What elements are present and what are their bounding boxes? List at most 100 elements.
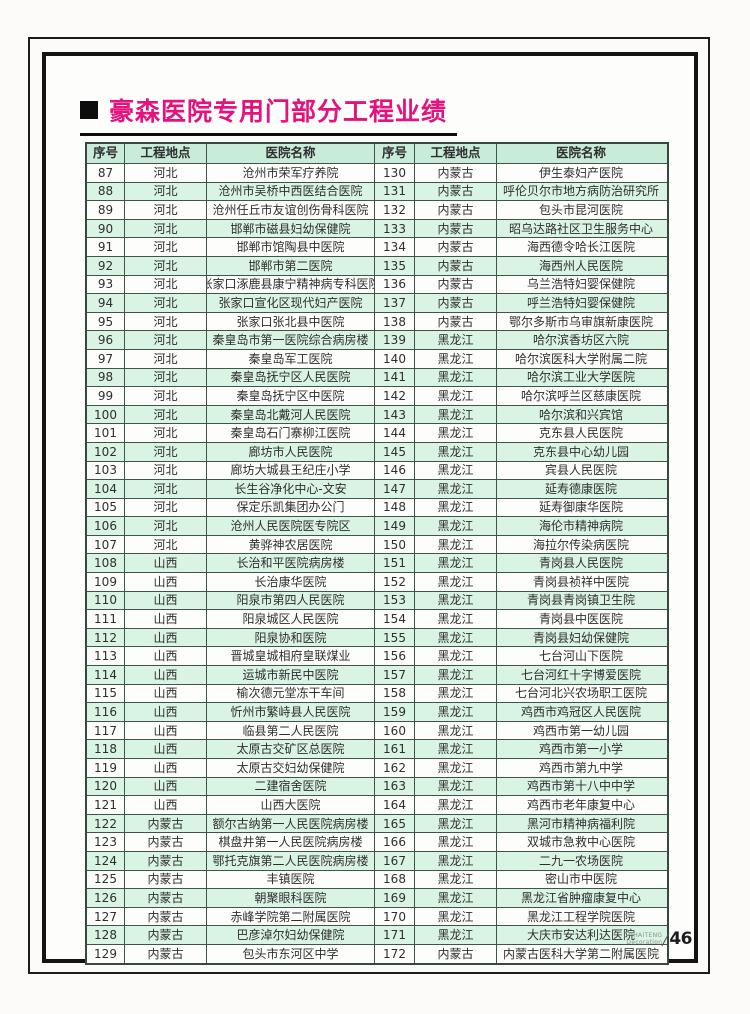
cell-location: 黑龙江 <box>415 777 497 796</box>
cell-location: 内蒙古 <box>415 294 497 312</box>
cell-location: 黑龙江 <box>415 480 497 498</box>
table-row: 93 河北 张家口涿鹿县康宁精神病专科医院 136 内蒙古 乌兰浩特妇婴保健院 <box>87 275 667 295</box>
cell-location: 河北 <box>125 480 207 498</box>
cell-index: 128 <box>87 926 125 944</box>
cell-index: 129 <box>87 944 125 963</box>
cell-location: 山西 <box>125 554 207 573</box>
cell-index: 145 <box>375 442 415 461</box>
cell-index: 110 <box>87 591 125 610</box>
table-row: 128 内蒙古 巴彦淖尔妇幼保健院 171 黑龙江 大庆市安达利达医院 <box>87 926 667 945</box>
cell-hospital-name: 秦皇岛石门寨柳江医院 <box>207 424 375 442</box>
cell-index: 120 <box>87 777 125 796</box>
header-index: 序号 <box>375 144 415 163</box>
cell-location: 内蒙古 <box>415 182 497 201</box>
cell-hospital-name: 晋城皇城相府皇联煤业 <box>207 647 375 666</box>
cell-index: 172 <box>375 944 415 963</box>
cell-index: 131 <box>375 182 415 201</box>
cell-hospital-name: 秦皇岛军工医院 <box>207 349 375 368</box>
cell-index: 121 <box>87 796 125 814</box>
cell-location: 黑龙江 <box>415 349 497 368</box>
table-row: 98 河北 秦皇岛抚宁区人民医院 141 黑龙江 哈尔滨工业大学医院 <box>87 368 667 388</box>
cell-hospital-name: 廊坊市人民医院 <box>207 442 375 461</box>
cell-hospital-name: 沧州市吴桥中西医结合医院 <box>207 182 375 201</box>
cell-location: 山西 <box>125 703 207 721</box>
cell-index: 105 <box>87 498 125 517</box>
cell-hospital-name: 青岗县妇幼保健院 <box>532 630 629 645</box>
cell-hospital-name: 哈尔滨呼兰区慈康医院 <box>520 388 641 403</box>
cell-location: 黑龙江 <box>415 424 497 442</box>
cell-hospital-name: 黑河市精神病福利院 <box>526 816 635 831</box>
cell-location: 黑龙江 <box>415 647 497 666</box>
brand-name: HAITENG Decoration <box>626 932 662 947</box>
cell-index: 156 <box>375 647 415 666</box>
cell-hospital-name: 宾县人民医院 <box>544 463 617 478</box>
cell-location: 河北 <box>125 517 207 535</box>
cell-index: 154 <box>375 610 415 628</box>
cell-index: 109 <box>87 573 125 591</box>
cell-index: 160 <box>375 721 415 740</box>
cell-hospital-name: 秦皇岛市第一医院综合病房楼 <box>207 331 375 349</box>
cell-hospital-name: 阳泉市第四人民医院 <box>207 591 375 610</box>
cell-hospital-name: 长治康华医院 <box>207 573 375 591</box>
cell-index: 168 <box>375 870 415 889</box>
cell-location: 内蒙古 <box>415 164 497 182</box>
table-row: 90 河北 邯郸市磁县妇幼保健院 133 内蒙古 昭乌达路社区卫生服务中心 <box>87 219 667 239</box>
cell-hospital-name: 青岗县青岗镇卫生院 <box>526 593 635 608</box>
cell-hospital-name: 海伦市精神病院 <box>538 519 623 534</box>
projects-table: 序号 工程地点 医院名称 序号 工程地点 医院名称 87 河北 沧州市荣军疗养院 13… <box>85 142 669 965</box>
cell-hospital-name: 七台河山下医院 <box>538 649 623 664</box>
cell-index: 98 <box>87 368 125 387</box>
cell-location: 河北 <box>125 182 207 201</box>
cell-index: 126 <box>87 889 125 907</box>
cell-hospital-name: 秦皇岛北戴河人民医院 <box>207 405 375 424</box>
table-row: 118 山西 太原古交矿区总医院 161 黑龙江 鸡西市第一小学 <box>87 740 667 759</box>
cell-hospital-name: 鸡西市第一幼儿园 <box>532 723 629 738</box>
cell-location: 河北 <box>125 312 207 331</box>
cell-hospital-name: 廊坊大城县王纪庄小学 <box>207 461 375 480</box>
table-row: 100 河北 秦皇岛北戴河人民医院 143 黑龙江 哈尔滨和兴宾馆 <box>87 405 667 425</box>
cell-index: 164 <box>375 796 415 814</box>
cell-hospital-name: 邯郸市磁县妇幼保健院 <box>207 219 375 238</box>
cell-hospital-name: 二九一农场医院 <box>538 853 623 868</box>
cell-location: 内蒙古 <box>125 870 207 889</box>
cell-location: 河北 <box>125 275 207 294</box>
cell-hospital-name: 丰镇医院 <box>207 870 375 889</box>
cell-location: 山西 <box>125 721 207 740</box>
cell-hospital-name: 七台河红十字博爱医院 <box>520 667 641 682</box>
cell-location: 黑龙江 <box>415 368 497 387</box>
table-row: 126 内蒙古 朝聚眼科医院 169 黑龙江 黑龙江省肿瘤康复中心 <box>87 889 667 908</box>
page-title-block: 豪森医院专用门部分工程业绩 <box>80 92 458 136</box>
cell-index: 134 <box>375 238 415 256</box>
cell-location: 内蒙古 <box>415 219 497 238</box>
cell-location: 黑龙江 <box>415 796 497 814</box>
cell-location: 内蒙古 <box>415 238 497 256</box>
cell-location: 黑龙江 <box>415 554 497 573</box>
cell-location: 山西 <box>125 666 207 684</box>
cell-hospital-name: 邯郸市馆陶县中医院 <box>207 238 375 256</box>
cell-hospital-name: 克东县中心幼儿园 <box>532 444 629 459</box>
table-row: 89 河北 沧州任丘市友谊创伤骨科医院 132 内蒙古 包头市昆河医院 <box>87 201 667 220</box>
cell-location: 河北 <box>125 238 207 256</box>
cell-location: 山西 <box>125 573 207 591</box>
cell-index: 102 <box>87 442 125 461</box>
cell-location: 山西 <box>125 684 207 703</box>
cell-location: 黑龙江 <box>415 684 497 703</box>
cell-index: 157 <box>375 666 415 684</box>
table-row: 113 山西 晋城皇城相府皇联煤业 156 黑龙江 七台河山下医院 <box>87 647 667 667</box>
cell-index: 115 <box>87 684 125 703</box>
cell-index: 143 <box>375 405 415 424</box>
cell-hospital-name: 张家口涿鹿县康宁精神病专科医院 <box>207 275 375 294</box>
cell-location: 黑龙江 <box>415 721 497 740</box>
cell-hospital-name: 密山市中医院 <box>544 872 617 887</box>
cell-hospital-name: 巴彦淖尔妇幼保健院 <box>207 926 375 944</box>
cell-index: 139 <box>375 331 415 349</box>
cell-location: 河北 <box>125 349 207 368</box>
cell-location: 黑龙江 <box>415 573 497 591</box>
cell-index: 153 <box>375 591 415 610</box>
cell-hospital-name: 包头市昆河医院 <box>538 202 623 217</box>
cell-hospital-name: 哈尔滨医科大学附属二院 <box>514 351 647 366</box>
table-row: 87 河北 沧州市荣军疗养院 130 内蒙古 伊生泰妇产医院 <box>87 164 667 183</box>
cell-index: 147 <box>375 480 415 498</box>
cell-hospital-name: 黑龙江省肿瘤康复中心 <box>520 890 641 905</box>
table-row: 114 山西 运城市新民中医院 157 黑龙江 七台河红十字博爱医院 <box>87 666 667 685</box>
